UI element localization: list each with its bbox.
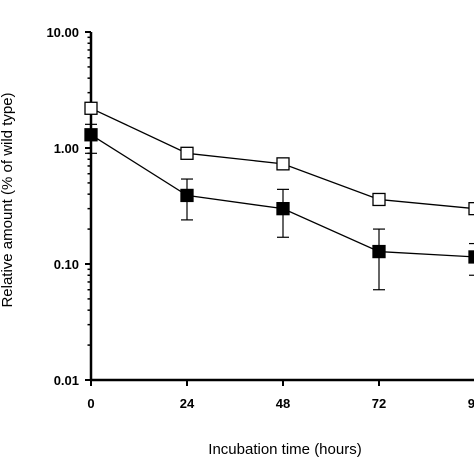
data-point (372, 192, 386, 207)
y-tick-label: 0.01 (54, 373, 79, 388)
y-tick-label: 1.00 (54, 141, 79, 156)
data-point (180, 146, 194, 160)
x-tick-label: 0 (87, 396, 94, 411)
x-axis-title: Incubation time (hours) (208, 441, 361, 458)
data-point (276, 202, 290, 216)
x-tick-label: 96 (468, 396, 474, 411)
data-point (84, 101, 98, 115)
plot-area (84, 101, 474, 291)
data-point (468, 202, 474, 216)
y-tick-label: 0.10 (54, 257, 79, 272)
x-tick-label: 24 (180, 396, 195, 411)
data-point (372, 244, 386, 259)
series-1 (84, 101, 474, 216)
axes: 0.01 0.10 1.00 10.00 0 24 48 72 96 (46, 25, 474, 411)
data-point (468, 250, 474, 264)
series-2 (84, 123, 474, 291)
data-point (84, 128, 98, 142)
y-axis-title: Relative amount (% of wild type) (0, 92, 16, 307)
x-tick-label: 72 (372, 396, 386, 411)
x-tick-label: 48 (276, 396, 290, 411)
data-point (276, 157, 290, 171)
y-tick-label: 10.00 (46, 25, 79, 40)
data-point (180, 188, 194, 203)
